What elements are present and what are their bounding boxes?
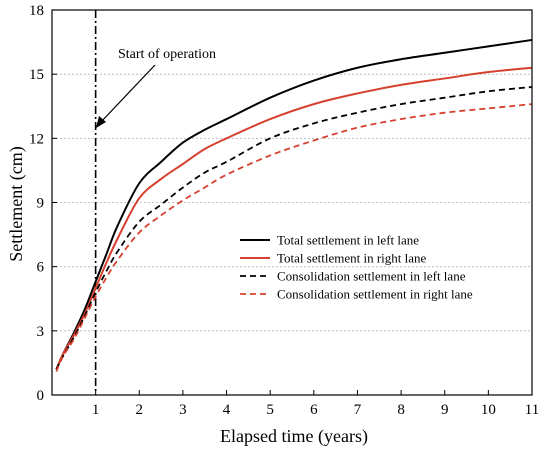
series-lines [55, 38, 533, 372]
y-tick-label: 12 [29, 131, 44, 147]
x-tick-label: 8 [397, 402, 405, 418]
x-tick-label: 6 [310, 402, 318, 418]
y-axis-title: Settlement (cm) [6, 146, 27, 261]
series-line-3 [55, 86, 533, 370]
annotation-arrow-shaft [98, 64, 156, 125]
y-tick-label: 6 [37, 260, 45, 276]
legend-label-4: Consolidation settlement in right lane [277, 287, 473, 302]
x-tick-label: 1 [92, 402, 100, 418]
series-line-2 [55, 66, 533, 370]
series-line-1 [55, 38, 533, 370]
y-tick-label: 9 [37, 196, 45, 212]
gridlines [52, 73, 532, 332]
x-tick-label: 2 [136, 402, 144, 418]
y-tick-label: 3 [37, 324, 45, 340]
x-tick-label: 11 [525, 402, 539, 418]
x-tick-label: 7 [354, 402, 362, 418]
annotation-group: Start of operation [96, 47, 216, 128]
legend-label-1: Total settlement in left lane [277, 233, 419, 248]
annotation-label: Start of operation [118, 47, 216, 62]
y-tick-label: 0 [37, 388, 45, 404]
y-tick-label: 15 [29, 67, 44, 83]
legend-label-3: Consolidation settlement in left lane [277, 269, 466, 284]
y-tick-label: 18 [29, 3, 44, 19]
x-tick-label: 3 [179, 402, 187, 418]
x-tick-label: 10 [481, 402, 496, 418]
legend: Total settlement in left lane Total settl… [240, 233, 473, 302]
x-tick-label: 4 [223, 402, 231, 418]
annotation-arrowhead [96, 116, 106, 128]
x-axis-title: Elapsed time (years) [220, 426, 368, 447]
legend-label-2: Total settlement in right lane [277, 251, 427, 266]
x-tick-label: 5 [266, 402, 274, 418]
x-tick-label: 9 [441, 402, 449, 418]
series-line-4 [55, 103, 533, 372]
